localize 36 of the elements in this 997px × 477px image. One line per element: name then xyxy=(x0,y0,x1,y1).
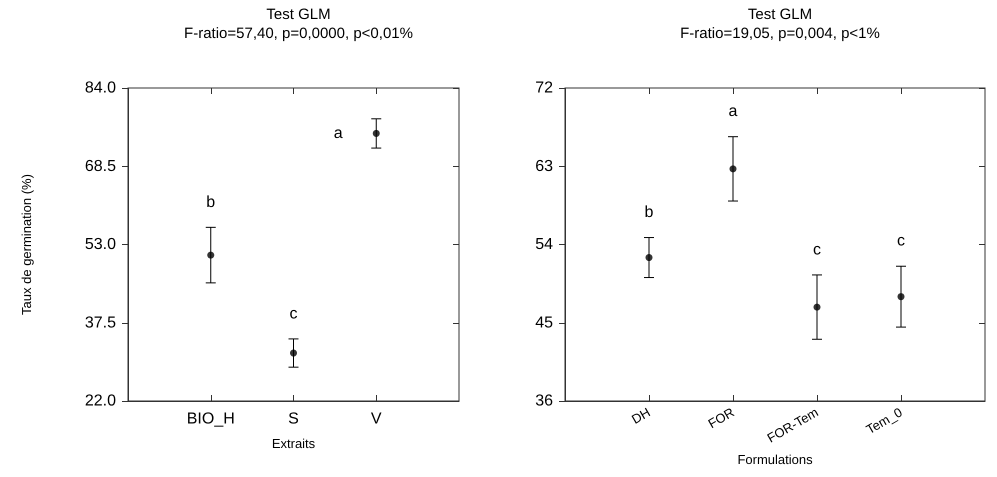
x-tick-label: V xyxy=(370,410,382,428)
y-tick-label: 22.0 xyxy=(84,392,116,410)
point xyxy=(207,252,214,259)
y-tick-label: 63 xyxy=(535,158,554,175)
x-tick-label: FOR xyxy=(706,404,737,432)
y-tick-label: 54 xyxy=(535,236,554,253)
y-tick-label: 84.0 xyxy=(84,80,116,96)
chart-subtitle: F-ratio=19,05, p=0,004, p<1% xyxy=(680,25,880,42)
annotation: c xyxy=(813,241,821,258)
chart-title: Test GLM xyxy=(748,6,812,23)
y-tick-label: 53.0 xyxy=(84,236,116,253)
point xyxy=(372,130,380,137)
y-axis-title: Taux de germination (%) xyxy=(19,174,34,315)
annotation: a xyxy=(728,103,738,120)
annotation: b xyxy=(206,194,216,211)
x-tick-label: DH xyxy=(629,404,653,427)
annotation: b xyxy=(644,204,654,222)
point xyxy=(814,304,820,311)
y-tick-label: 37.5 xyxy=(84,314,116,332)
y-tick-label: 68.5 xyxy=(84,158,116,175)
x-axis-title: Formulations xyxy=(737,452,814,467)
point xyxy=(646,254,652,262)
point xyxy=(730,165,736,172)
point xyxy=(290,350,297,357)
annotation: a xyxy=(334,124,343,142)
chart-title: Test GLM xyxy=(266,6,331,23)
x-tick-label: S xyxy=(288,410,299,428)
annotation: c xyxy=(290,305,298,322)
y-tick-label: 45 xyxy=(535,314,554,332)
y-tick-label: 72 xyxy=(535,80,554,96)
x-axis-title: Extraits xyxy=(272,436,316,451)
point xyxy=(898,293,904,300)
chart-subtitle: F-ratio=57,40, p=0,0000, p<0,01% xyxy=(184,25,413,42)
y-tick-label: 36 xyxy=(535,392,554,410)
x-tick-label: BIO_H xyxy=(186,410,235,428)
annotation: c xyxy=(897,232,905,250)
